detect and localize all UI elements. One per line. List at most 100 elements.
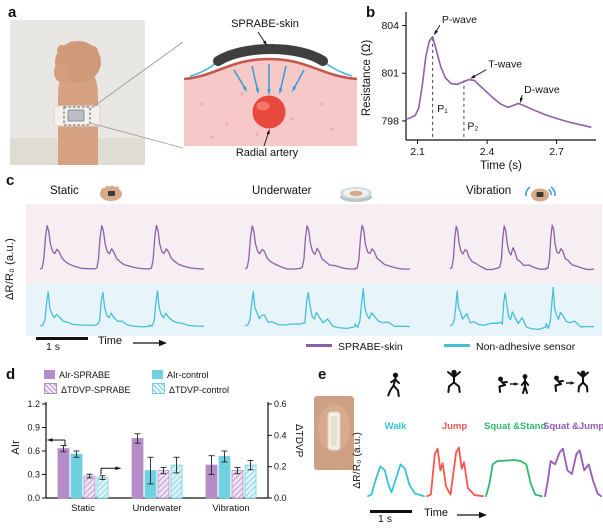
time-axis-label: Time (424, 507, 449, 519)
sprabe-trace-band (26, 204, 602, 284)
knee-sensor-photo (314, 396, 354, 470)
scale-bar (36, 337, 88, 340)
wrist-sensor-icon (100, 185, 122, 201)
left-tick-label: 0.9 (27, 423, 40, 433)
category-label: Underwater (132, 503, 181, 514)
squat-jump-icon (554, 370, 589, 393)
pulse-trace (449, 224, 595, 271)
bar (57, 448, 70, 499)
bar (218, 456, 231, 499)
right-tick-label: 0.2 (274, 462, 287, 472)
arrowhead (433, 30, 438, 36)
right-tick-label: 0.4 (274, 430, 287, 440)
left-tick-label: 1.2 (27, 399, 40, 409)
bar (83, 475, 96, 499)
pulse-trace (449, 286, 594, 331)
pulse-resistance-chart: 798 801 804 2.1 2.4 2.7 P-wave T-wave D-wave P₁ P₂… (361, 12, 596, 172)
wrist-photo (10, 20, 145, 165)
category-label: Vibration (212, 503, 249, 514)
radial-artery-label: Radial artery (235, 147, 299, 159)
arrowhead (470, 74, 476, 79)
bar (157, 470, 170, 499)
motion-trace (426, 446, 484, 498)
right-tick-label: 0.0 (274, 493, 287, 503)
y-tick-label: 804 (381, 20, 399, 32)
x-tick-label: 2.7 (549, 146, 564, 158)
swatch-tdvp-control (152, 383, 165, 394)
right-tick-label: 0.6 (274, 399, 287, 409)
x-tick-label: 2.1 (410, 146, 425, 158)
control-trace-band (26, 284, 602, 336)
scale-bar-label: 1 s (378, 513, 393, 525)
panel-d-right-axis-label: ΔTDVP (293, 424, 304, 458)
condition-underwater-label: Underwater (252, 185, 312, 197)
activity-walk-label: Walk (384, 421, 407, 432)
underwater-dish-icon (340, 187, 372, 202)
time-arrow-icon (133, 339, 167, 347)
left-tick-label: 0.6 (27, 446, 40, 456)
swatch-air-control (152, 370, 163, 379)
activity-squat-stand-label: Squat &Stand (484, 421, 547, 432)
legend-control-label: Non-adhesive sensor (476, 341, 576, 353)
legend-non-adhesive: Non-adhesive sensor (444, 341, 575, 353)
legend-air-sprabe: AIr-SPRABE (44, 370, 110, 380)
radial-artery (252, 95, 286, 129)
motion-trace (544, 447, 602, 498)
motion-waveforms-chart (367, 446, 602, 498)
bar (96, 477, 109, 499)
squat-stand-icon (498, 374, 530, 394)
arrowhead (242, 86, 248, 93)
panel-d-tag: d (6, 366, 16, 383)
walk-icon (387, 372, 400, 397)
pulse-metrics-chart: 0.0 0.3 0.6 0.9 1.2 0.0 0.2 0.4 0.6 Static Underwa… (27, 399, 287, 514)
panel-e-ylabel: ΔR/R₀ (a.u.) (352, 432, 363, 489)
wave-annotation: P₂ (467, 121, 478, 133)
panel-a-tag: a (8, 4, 17, 21)
legend-line-sprabe (306, 344, 332, 347)
y-tick-label: 798 (381, 115, 399, 127)
legend-sprabe-label: SPRABE-skin (338, 341, 403, 353)
wrist-sensor (67, 109, 85, 122)
legend-line-control (444, 344, 470, 347)
wave-annotation: T-wave (488, 59, 522, 71)
pulse-trace (244, 288, 411, 330)
motion-trace (485, 459, 543, 498)
bar (131, 438, 144, 499)
arrowhead (291, 86, 297, 93)
jump-icon (447, 369, 461, 393)
sprabe-patch (213, 44, 328, 66)
pulse-trace (244, 224, 410, 270)
legend-sprabe-skin: SPRABE-skin (306, 341, 403, 353)
arrowhead (520, 97, 523, 104)
pulse-traces-chart (26, 204, 602, 336)
panel-b-tag: b (366, 4, 376, 21)
scale-bar (370, 510, 412, 513)
arrowhead (279, 88, 283, 95)
pulse-waveform-trace (405, 35, 592, 129)
y-tick-label: 801 (381, 68, 399, 80)
left-tick-label: 0.0 (27, 493, 40, 503)
arrowhead (255, 88, 259, 95)
artery-highlight (256, 101, 270, 111)
legend-tdvp-control: ΔTDVP-control (152, 383, 229, 395)
arrowhead (267, 89, 271, 96)
panel-c-ylabel: ΔR/R₀ (a.u.) (4, 238, 16, 300)
thumb (54, 62, 68, 82)
condition-static-label: Static (50, 185, 79, 197)
activity-squat-jump-label: Squat &Jump (543, 421, 603, 432)
y-axis-label: Resistance (Ω) (361, 40, 373, 117)
legend-air-control: AIr-control (152, 370, 209, 380)
legend-tdvp-sprabe: ΔTDVP-SPRABE (44, 383, 131, 395)
x-axis-label: Time (s) (480, 160, 522, 172)
x-tick-label: 2.4 (480, 146, 495, 158)
vibrating-wrist-icon (525, 186, 556, 202)
time-axis-label: Time (98, 335, 123, 347)
panel-e-tag: e (318, 366, 327, 383)
wave-annotation: D-wave (524, 84, 560, 96)
activity-jump-label: Jump (441, 421, 468, 432)
panel-c-tag: c (6, 172, 15, 189)
sprabe-skin-label: SPRABE-skin (231, 18, 299, 30)
swatch-air-sprabe (44, 370, 55, 379)
zoom-region-box (63, 106, 91, 126)
